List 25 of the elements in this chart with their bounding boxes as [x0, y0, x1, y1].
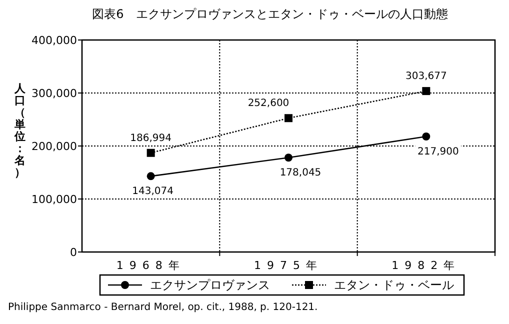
y-tick-label: 300,000: [32, 87, 77, 100]
point: [146, 148, 155, 157]
point: [284, 114, 292, 122]
y-tick-label: 100,000: [32, 193, 77, 206]
y-axis-title: 人口（単位：名）: [14, 82, 26, 179]
legend-label: エタン・ドゥ・ベール: [334, 278, 454, 292]
data-label: 217,900: [417, 146, 459, 158]
text: Philippe Sanmarco - Bernard Morel, op. cit., 1988, p. 120-121.: [8, 302, 318, 313]
legend-label: エクサンプロヴァンス: [150, 278, 270, 292]
point: [422, 132, 430, 141]
x-tick-label: 1968年: [116, 259, 186, 272]
y-tick-label: 0: [70, 246, 77, 259]
x-tick-label: 1975年: [254, 259, 323, 272]
chart-title: 図表6 エクサンプロヴァンスとエタン・ドゥ・ベールの人口動態: [92, 7, 448, 21]
data-label: 143,074: [132, 186, 174, 198]
y-tick-label: 200,000: [32, 140, 77, 153]
data-label: 178,045: [280, 168, 322, 179]
point: [284, 154, 292, 162]
data-label: 303,677: [405, 71, 447, 82]
data-label: 252,600: [248, 98, 290, 110]
point: [146, 172, 155, 180]
y-tick-label: 400,000: [32, 34, 77, 47]
point: [422, 87, 430, 96]
x-tick-label: 1982年: [392, 259, 461, 272]
data-label: 186,994: [130, 132, 172, 144]
